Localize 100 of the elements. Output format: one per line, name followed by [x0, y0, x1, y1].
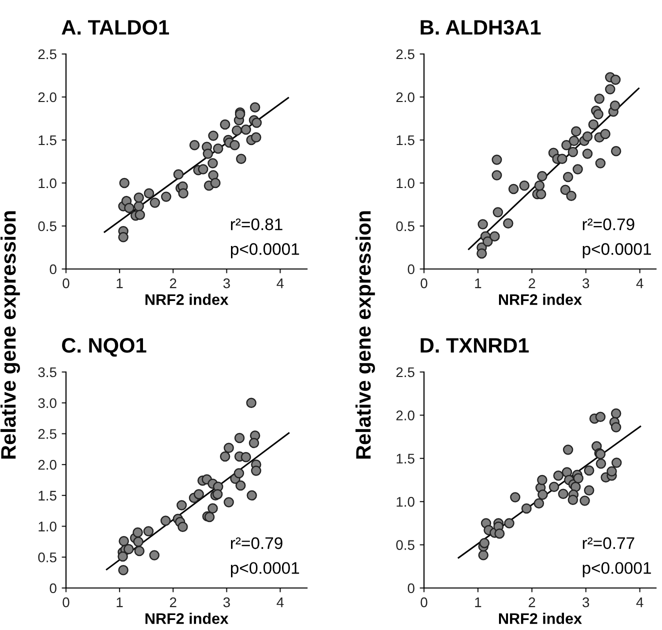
- point: [560, 184, 570, 196]
- y-tick-label: 1.0: [396, 178, 414, 188]
- point: [610, 146, 622, 156]
- y-tick-label: 0.5: [38, 552, 56, 562]
- point: [232, 125, 242, 136]
- point: [134, 192, 144, 203]
- point: [478, 219, 488, 230]
- point: [124, 202, 134, 214]
- point: [582, 131, 593, 142]
- point: [118, 536, 129, 546]
- point: [492, 154, 502, 165]
- point: [234, 468, 244, 478]
- point: [494, 528, 505, 539]
- point: [235, 480, 246, 491]
- point: [534, 498, 544, 508]
- point: [149, 550, 160, 560]
- point: [558, 488, 568, 499]
- point: [161, 192, 172, 202]
- point: [572, 164, 583, 174]
- point: [548, 482, 560, 492]
- y-tick-label: 1.5: [396, 454, 414, 464]
- point: [118, 564, 128, 576]
- point: [234, 432, 245, 444]
- point: [194, 489, 204, 500]
- y-tick-label: 2.5: [396, 367, 414, 378]
- point: [173, 169, 184, 180]
- x-tick-label: 0: [420, 278, 428, 288]
- y-tick-label: 0: [50, 264, 56, 274]
- point: [508, 184, 519, 194]
- point: [189, 140, 200, 150]
- point: [133, 536, 144, 547]
- point: [568, 136, 580, 146]
- y-axis-title: Relative gene expression: [0, 211, 20, 459]
- x-axis-title: NRF2 index: [499, 612, 582, 624]
- y-axis-title: Relative gene expression: [355, 211, 375, 459]
- x-tick-label: 2: [170, 597, 176, 608]
- point: [610, 100, 620, 111]
- point: [588, 119, 599, 130]
- point: [252, 118, 262, 128]
- point: [240, 452, 252, 462]
- annotation: r²=0.79: [230, 537, 282, 550]
- annotation: r²=0.77: [582, 537, 634, 550]
- point: [584, 485, 594, 496]
- chart-title: D. TXNRD1: [420, 338, 529, 353]
- y-tick-label: 2.5: [38, 429, 56, 439]
- y-tick-label: 1.5: [38, 135, 56, 146]
- point: [248, 438, 260, 448]
- x-tick-label: 2: [528, 278, 536, 288]
- point: [250, 102, 260, 112]
- point: [610, 74, 621, 85]
- point: [562, 444, 574, 455]
- point: [593, 109, 604, 120]
- x-tick-label: 1: [116, 598, 123, 608]
- y-tick-label: 2.0: [396, 410, 414, 420]
- point: [236, 154, 246, 164]
- x-tick-label: 2: [170, 278, 176, 288]
- point: [118, 232, 128, 242]
- point: [595, 158, 606, 168]
- point: [134, 210, 146, 220]
- point: [224, 442, 234, 454]
- x-tick-label: 4: [276, 278, 284, 288]
- point: [144, 188, 154, 198]
- y-tick-label: 1.0: [38, 178, 56, 188]
- point: [134, 546, 144, 556]
- x-axis-title: NRF2 index: [146, 612, 228, 624]
- point: [571, 126, 582, 137]
- x-tick-label: 1: [475, 598, 482, 608]
- x-tick-label: 0: [420, 597, 428, 608]
- point: [178, 188, 188, 198]
- point: [610, 422, 622, 432]
- y-tick-label: 2.5: [396, 49, 414, 60]
- x-tick-label: 2: [528, 597, 536, 608]
- chart-title: B. ALDH3A1: [420, 20, 541, 35]
- point: [584, 465, 594, 476]
- point: [176, 500, 187, 510]
- point: [504, 518, 514, 528]
- y-tick-label: 0: [408, 264, 414, 274]
- point: [208, 503, 218, 514]
- x-tick-label: 0: [62, 278, 70, 288]
- point: [594, 94, 604, 104]
- point: [568, 146, 578, 158]
- point: [611, 458, 622, 468]
- y-tick-label: 0: [408, 583, 414, 594]
- point: [561, 140, 572, 150]
- annotation: p<0.0001: [230, 562, 300, 578]
- x-axis-title: NRF2 index: [146, 294, 228, 305]
- x-tick-label: 0: [62, 597, 70, 608]
- point: [556, 154, 568, 164]
- point: [568, 494, 578, 505]
- point: [250, 466, 262, 476]
- y-tick-label: 1.5: [396, 135, 414, 146]
- point: [537, 474, 548, 486]
- y-tick-label: 2.5: [38, 49, 56, 60]
- point: [478, 550, 488, 560]
- point: [492, 170, 502, 180]
- y-tick-label: 2.0: [38, 460, 56, 470]
- y-tick-label: 0.5: [38, 221, 56, 232]
- point: [503, 218, 514, 229]
- point: [510, 492, 520, 502]
- point: [208, 130, 218, 141]
